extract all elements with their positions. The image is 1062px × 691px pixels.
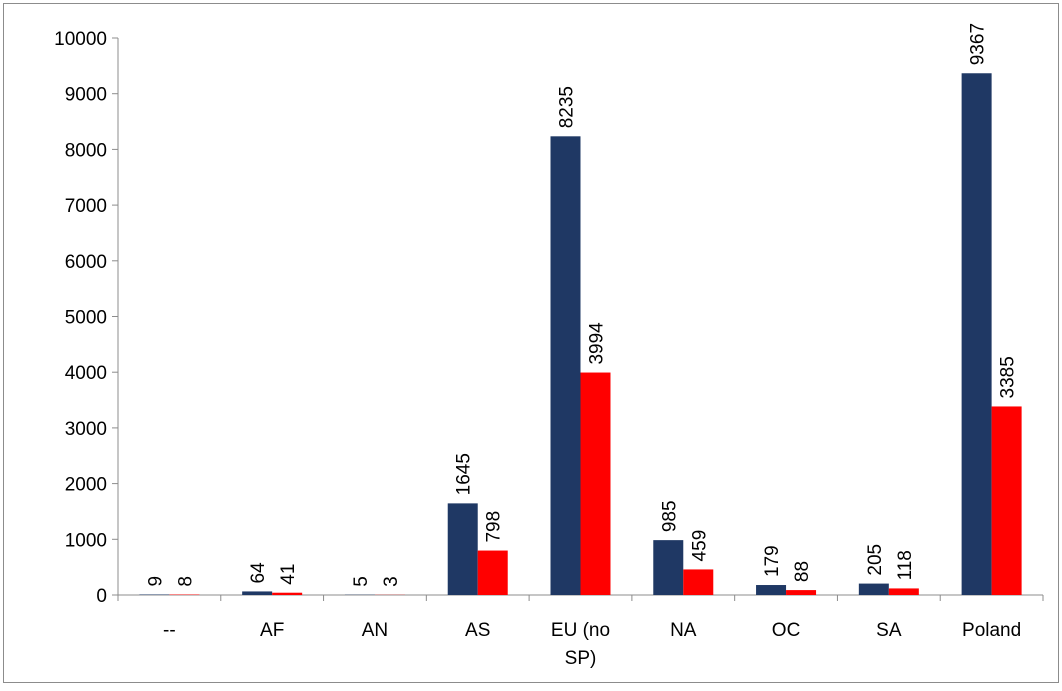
y-tick-label: 8000	[65, 140, 107, 161]
x-tick-label: EU (no	[551, 620, 610, 641]
x-tick-label: Poland	[962, 620, 1021, 641]
data-label: 88	[792, 561, 813, 582]
data-label: 459	[689, 530, 710, 562]
bar-series-1	[139, 594, 169, 595]
bar-series-2	[272, 593, 302, 595]
y-tick-label: 7000	[65, 196, 107, 217]
bar-series-1	[242, 591, 272, 595]
bar-series-1	[653, 540, 683, 595]
x-tick-label: AS	[465, 620, 490, 641]
bar-series-1	[859, 584, 889, 595]
data-label: 8	[175, 576, 196, 587]
x-tick-label: AF	[260, 620, 284, 641]
y-tick-label: 6000	[65, 252, 107, 273]
data-label: 3	[381, 576, 402, 587]
data-label: 1645	[454, 453, 475, 495]
bar-series-1	[962, 73, 992, 595]
x-tick-label: --	[163, 620, 176, 641]
data-label: 3994	[587, 322, 608, 365]
bar-series-2	[992, 406, 1022, 595]
data-label: 5	[351, 576, 372, 587]
y-tick-label: 4000	[65, 363, 107, 384]
y-tick-label: 1000	[65, 530, 107, 551]
bar-series-1	[756, 585, 786, 595]
x-tick-label: SA	[876, 620, 902, 641]
y-tick-label: 5000	[65, 308, 107, 329]
bar-series-2	[478, 551, 508, 595]
data-label: 9	[145, 576, 166, 587]
x-tick-label: AN	[362, 620, 388, 641]
y-tick-label: 9000	[65, 85, 107, 106]
y-tick-label: 2000	[65, 475, 107, 496]
y-tick-label: 0	[96, 586, 107, 607]
bar-series-2	[581, 373, 611, 595]
bar-series-2	[786, 590, 816, 595]
data-label: 3385	[998, 356, 1019, 398]
bar-series-1	[448, 503, 478, 595]
data-label: 798	[484, 511, 505, 543]
y-tick-label: 3000	[65, 419, 107, 440]
data-label: 41	[278, 564, 299, 585]
data-label: 985	[659, 500, 680, 532]
data-label: 9367	[968, 23, 989, 65]
y-tick-label: 10000	[54, 29, 107, 50]
data-label: 118	[895, 550, 916, 580]
data-label: 64	[248, 562, 269, 584]
data-label: 8235	[557, 86, 578, 128]
x-tick-label: OC	[772, 620, 801, 641]
bar-series-1	[551, 136, 581, 595]
x-tick-label: NA	[670, 620, 697, 641]
data-label: 205	[865, 544, 886, 576]
bar-series-2	[889, 588, 919, 595]
bar-series-2	[683, 569, 713, 595]
data-label: 179	[762, 545, 783, 577]
x-tick-label: SP)	[565, 648, 597, 669]
